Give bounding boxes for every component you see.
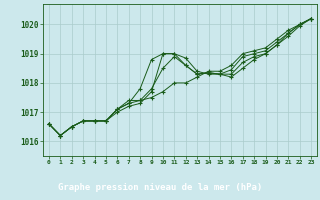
Text: Graphe pression niveau de la mer (hPa): Graphe pression niveau de la mer (hPa) <box>58 183 262 192</box>
